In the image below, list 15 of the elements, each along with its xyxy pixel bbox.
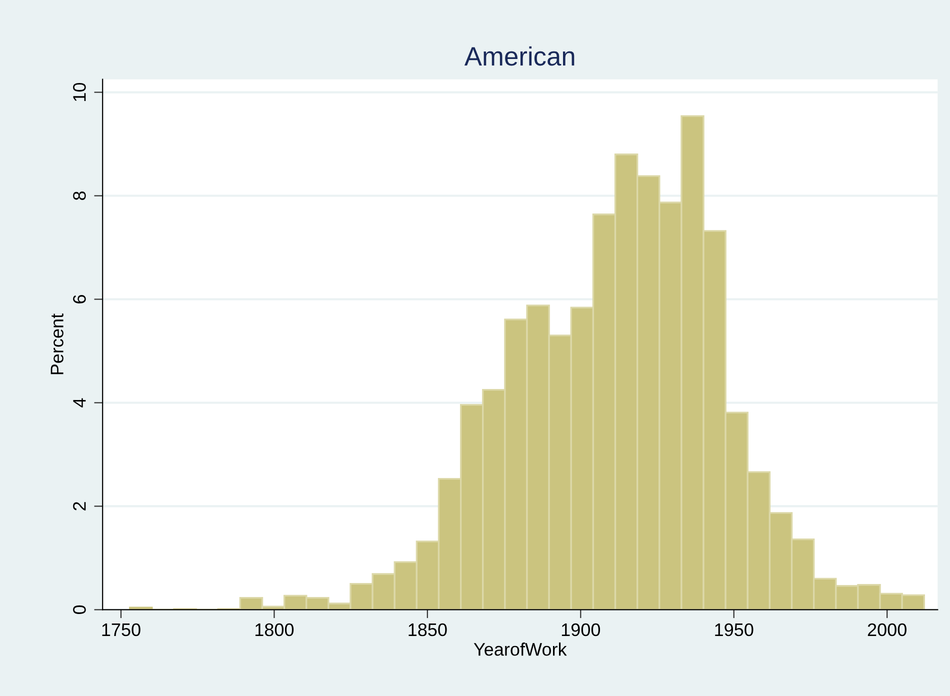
x-tick-label: 1900	[562, 623, 600, 636]
chart-title: American	[464, 46, 574, 66]
y-tick-label: 6	[73, 295, 86, 304]
y-tick-label: 2	[73, 502, 86, 510]
y-axis-title: Percent	[50, 314, 64, 374]
x-tick-label: 1950	[715, 623, 754, 636]
y-tick-label: 8	[73, 192, 86, 200]
x-tick-label: 1800	[256, 623, 294, 636]
y-tick-label: 4	[73, 398, 86, 408]
y-tick-label: 0	[73, 605, 86, 614]
x-tick-label: 2000	[868, 623, 906, 636]
y-tick-label: 10	[73, 82, 86, 101]
x-axis-title: YearofWork	[474, 642, 567, 656]
x-tick-label: 1750	[102, 623, 140, 636]
x-tick-label: 1850	[408, 623, 447, 636]
